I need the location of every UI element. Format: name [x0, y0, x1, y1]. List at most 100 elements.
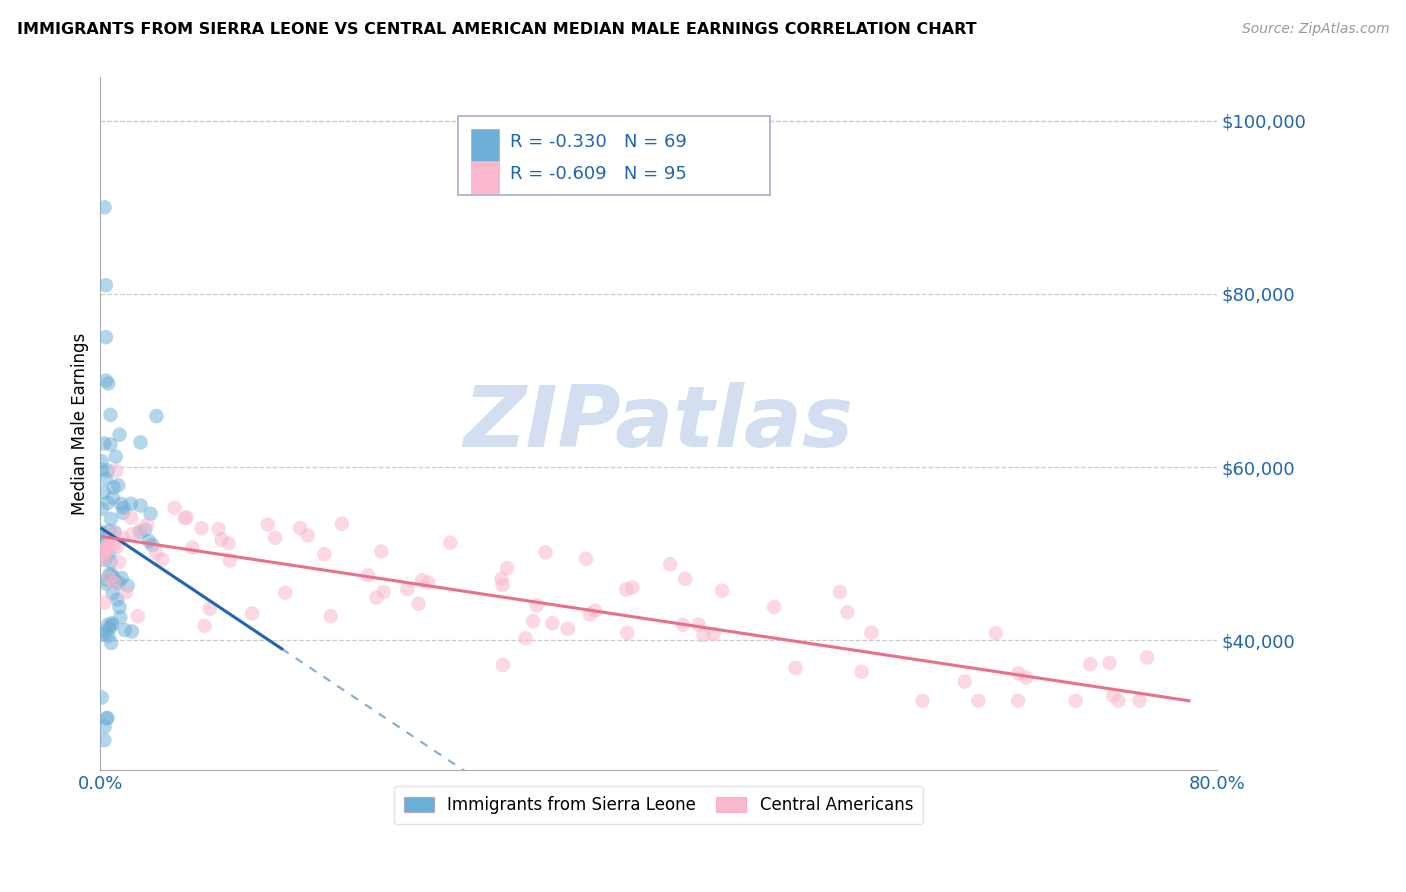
Point — [240, 607, 263, 621]
Point — [139, 507, 162, 521]
Point — [579, 607, 602, 622]
Point — [94, 576, 117, 591]
Point — [120, 497, 142, 511]
Point — [98, 567, 121, 582]
Point — [314, 547, 336, 561]
Point — [534, 545, 557, 559]
Point — [97, 539, 120, 553]
Point — [492, 578, 515, 592]
Point — [93, 720, 115, 734]
Point — [614, 582, 637, 597]
Point — [557, 622, 579, 636]
Point — [97, 376, 120, 391]
Point — [114, 623, 136, 637]
Point — [105, 464, 128, 478]
Point — [967, 694, 990, 708]
Point — [145, 546, 167, 560]
Point — [1007, 694, 1029, 708]
Point — [692, 628, 714, 642]
Point — [218, 536, 240, 550]
Point — [492, 657, 515, 672]
Point — [616, 626, 638, 640]
Point — [100, 408, 122, 422]
Point — [111, 506, 134, 520]
Point — [90, 524, 112, 539]
Point — [396, 582, 419, 596]
Point — [121, 527, 143, 541]
Point — [94, 542, 117, 557]
Point — [575, 552, 598, 566]
Point — [911, 694, 934, 708]
Point — [181, 541, 204, 555]
Point — [418, 575, 440, 590]
Point — [100, 512, 122, 526]
Point — [785, 661, 807, 675]
Point — [98, 621, 121, 635]
Point — [97, 496, 120, 510]
Point — [100, 555, 122, 569]
Point — [439, 535, 461, 549]
Point — [98, 547, 121, 561]
Point — [141, 538, 163, 552]
Point — [111, 571, 134, 585]
Point — [93, 436, 115, 450]
Point — [110, 610, 132, 624]
Point — [209, 533, 232, 547]
Point — [94, 538, 117, 552]
Point — [117, 579, 139, 593]
Point — [91, 463, 114, 477]
Point — [94, 625, 117, 640]
Point — [411, 574, 433, 588]
Point — [297, 528, 319, 542]
Point — [837, 605, 859, 619]
Point — [93, 552, 115, 566]
Point — [1136, 650, 1159, 665]
Point — [120, 510, 142, 524]
Point — [1098, 656, 1121, 670]
Point — [108, 575, 131, 590]
Point — [763, 599, 786, 614]
Point — [103, 525, 125, 540]
Point — [366, 591, 388, 605]
Text: R = -0.609   N = 95: R = -0.609 N = 95 — [510, 165, 688, 183]
Point — [90, 454, 112, 468]
Point — [98, 571, 121, 585]
Point — [110, 497, 132, 511]
Point — [107, 478, 129, 492]
Point — [1078, 657, 1101, 672]
Point — [163, 500, 186, 515]
Point — [112, 500, 135, 515]
Point — [97, 629, 120, 643]
Point — [90, 628, 112, 642]
Point — [408, 597, 430, 611]
Point — [703, 627, 725, 641]
Point — [127, 609, 149, 624]
Point — [134, 523, 156, 537]
Point — [218, 553, 240, 567]
Legend: Immigrants from Sierra Leone, Central Americans: Immigrants from Sierra Leone, Central Am… — [394, 786, 924, 824]
Point — [104, 574, 127, 589]
Point — [129, 435, 152, 450]
Point — [860, 625, 883, 640]
Point — [515, 632, 537, 646]
Point — [93, 200, 115, 214]
Point — [94, 330, 117, 344]
Point — [129, 499, 152, 513]
Point — [97, 617, 120, 632]
Point — [108, 555, 131, 569]
Bar — [471, 161, 499, 193]
Point — [150, 552, 173, 566]
Y-axis label: Median Male Earnings: Median Male Earnings — [72, 333, 89, 515]
Point — [621, 581, 644, 595]
Point — [101, 586, 124, 600]
Point — [1108, 694, 1130, 708]
Point — [672, 618, 695, 632]
Point — [96, 573, 118, 587]
Point — [90, 501, 112, 516]
Point — [1102, 689, 1125, 703]
Text: R = -0.330   N = 69: R = -0.330 N = 69 — [510, 133, 688, 152]
Point — [688, 617, 710, 632]
Point — [100, 437, 122, 451]
Point — [96, 711, 118, 725]
Point — [256, 517, 278, 532]
